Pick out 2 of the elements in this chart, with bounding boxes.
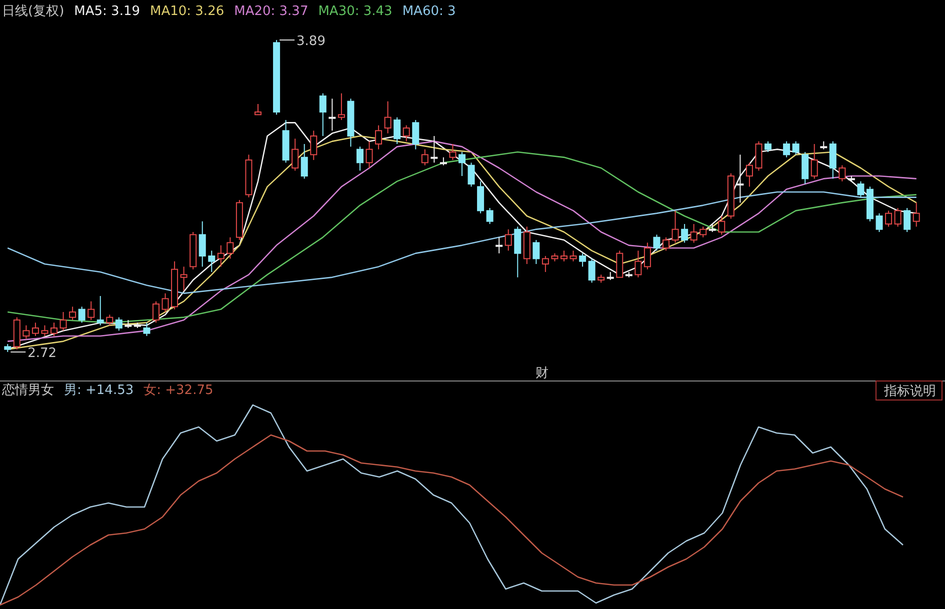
title: 恋情男女 xyxy=(2,383,54,398)
title: 日线(复权) xyxy=(2,4,64,19)
